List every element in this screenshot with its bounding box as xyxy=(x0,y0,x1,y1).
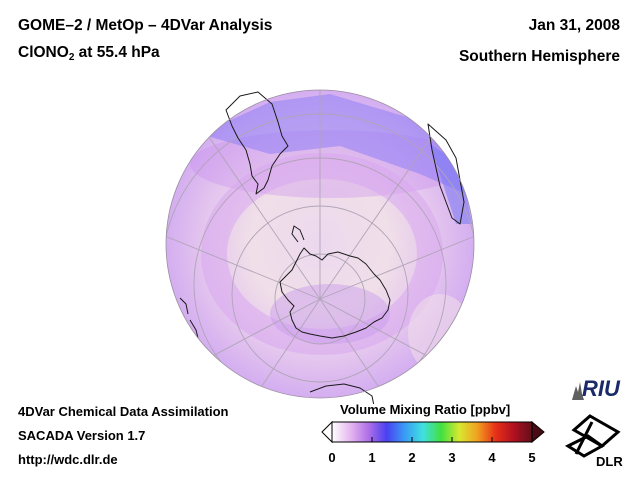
globe-edge xyxy=(165,89,475,399)
colorbar-arrow-high xyxy=(531,420,545,444)
riu-emblem-icon xyxy=(572,382,584,400)
colorbar xyxy=(321,420,545,444)
colorbar-arrow-low xyxy=(321,420,333,444)
species-level: at 55.4 hPa xyxy=(74,44,160,61)
colorbar-tick-label: 2 xyxy=(408,450,416,465)
colorbar-tick-label: 0 xyxy=(328,450,336,465)
vmr-low-east xyxy=(408,294,472,374)
species-main: ClONO xyxy=(18,44,69,61)
graticule xyxy=(166,90,474,398)
info-assimilation: 4DVar Chemical Data Assimilation xyxy=(18,404,229,419)
colorbar-gradient xyxy=(331,421,533,443)
africa-outline xyxy=(427,123,465,225)
hemisphere-map xyxy=(165,89,475,404)
plot-title: GOME–2 / MetOp – 4DVar Analysis xyxy=(18,17,273,34)
south-america-outline xyxy=(225,91,289,195)
antarctic-peninsula-outline xyxy=(291,225,305,243)
dlr-logo: DLR xyxy=(564,414,623,469)
colorbar-tick-label: 4 xyxy=(488,450,496,465)
colorbar-title: Volume Mixing Ratio [ppbv] xyxy=(340,402,511,417)
riu-logo: RIU xyxy=(572,376,621,401)
new-zealand-outline xyxy=(179,297,189,315)
info-version: SACADA Version 1.7 xyxy=(18,428,146,443)
colorbar-tick-label: 3 xyxy=(448,450,456,465)
date-label: Jan 31, 2008 xyxy=(528,17,620,34)
riu-logo-text: RIU xyxy=(582,376,621,401)
hemisphere-label: Southern Hemisphere xyxy=(458,48,620,65)
info-url[interactable]: http://wdc.dlr.de xyxy=(18,452,118,467)
colorbar-tick-label: 1 xyxy=(368,450,376,465)
species-subscript: 2 xyxy=(68,52,75,63)
dlr-logo-text: DLR xyxy=(596,454,623,469)
species-label: ClONO2 at 55.4 hPa xyxy=(18,44,160,63)
antarctica-outline xyxy=(279,247,391,339)
vmr-high-band xyxy=(200,94,466,194)
colorbar-tick-label: 5 xyxy=(528,450,536,465)
australia-outline xyxy=(309,383,375,404)
new-zealand-south-outline xyxy=(189,319,199,339)
